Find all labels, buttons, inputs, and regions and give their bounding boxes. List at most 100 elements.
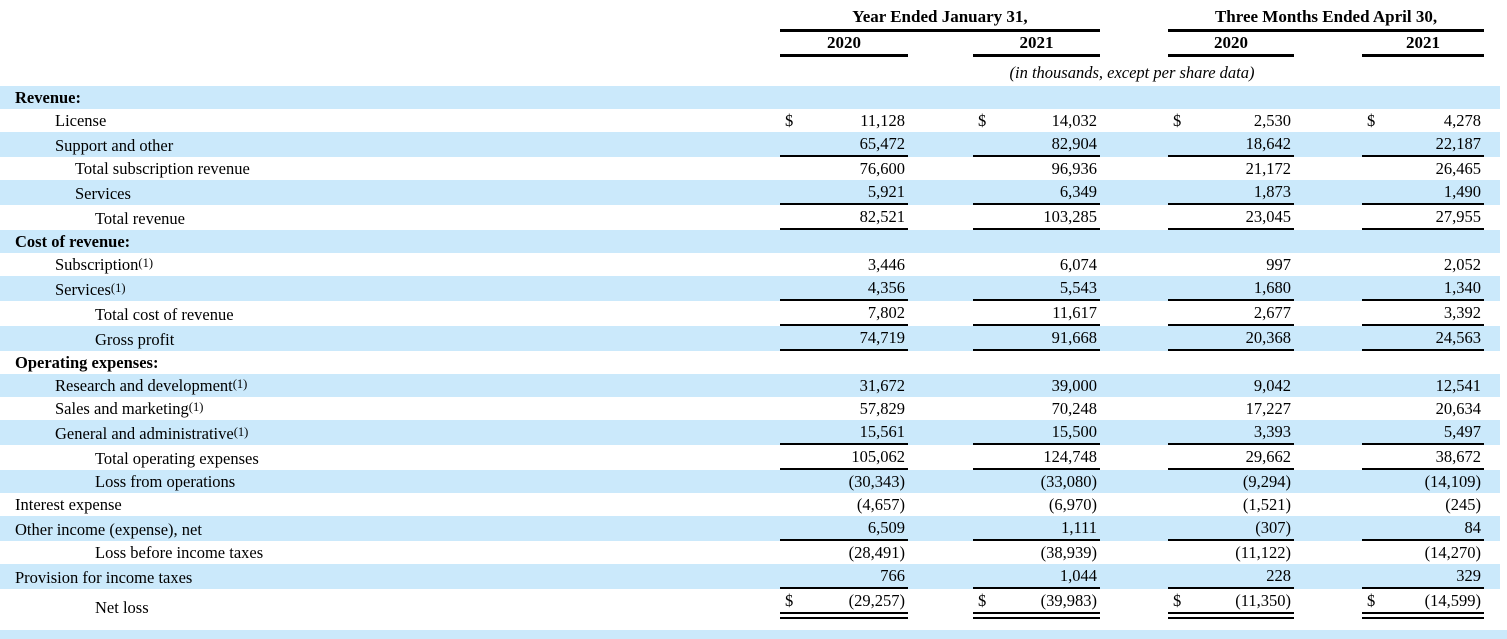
row-label: Sales and marketing(1)	[0, 397, 780, 420]
row-label-text: Interest expense	[15, 495, 122, 514]
column-gap	[908, 351, 973, 374]
value-cell: 96,936	[1051, 159, 1097, 178]
dollar-sign-cell	[973, 157, 1001, 180]
value-cell: (33,080)	[1001, 470, 1100, 493]
section-header-label: Operating expenses:	[0, 351, 780, 374]
dollar-sign-cell	[973, 374, 1001, 397]
value-cell: (38,939)	[1040, 543, 1097, 562]
table-body: Revenue: License $11,128 $14,032 $2,530 $4,27…	[0, 86, 1501, 619]
row-label-text: Subscription	[55, 255, 139, 274]
column-gap	[1294, 109, 1362, 132]
column-gap	[1294, 493, 1362, 516]
value-cell: 6,074	[1059, 255, 1097, 274]
dollar-sign-cell	[780, 470, 808, 493]
value-cell: (39,983)	[1001, 589, 1100, 619]
value-cell: 3,446	[867, 255, 905, 274]
dollar-sign-cell	[1362, 516, 1390, 541]
value-cell	[1390, 230, 1485, 253]
value-cell: 82,904	[1001, 132, 1100, 157]
column-gap	[908, 326, 973, 351]
value-cell: 11,128	[860, 111, 905, 130]
dollar-sign-cell	[780, 374, 808, 397]
table-row: Subscription(1) 3,446 6,074 997 2,052	[0, 253, 1500, 276]
table-row: Revenue:	[0, 86, 1501, 109]
value-cell: 1,680	[1196, 276, 1294, 301]
row-label-text: Operating expenses:	[15, 353, 159, 372]
dollar-sign-cell	[1168, 180, 1196, 205]
column-gap	[908, 32, 973, 57]
right-pad	[1484, 205, 1500, 230]
row-label-text: Services	[75, 184, 131, 203]
right-pad	[1484, 86, 1501, 109]
year-column-header: 2020	[780, 32, 908, 57]
right-pad	[1484, 276, 1501, 301]
column-gap	[1100, 230, 1168, 253]
row-label: Total revenue	[0, 205, 780, 230]
row-label: Services(1)	[0, 276, 780, 301]
column-gap	[1100, 109, 1168, 132]
value-cell: 39,000	[1001, 374, 1100, 397]
column-gap	[908, 157, 973, 180]
column-gap	[908, 301, 973, 326]
value-cell: (28,491)	[848, 543, 905, 562]
dollar-sign-cell	[1362, 541, 1390, 564]
dollar-sign-cell	[1362, 326, 1390, 351]
footnote-marker: (1)	[110, 281, 126, 295]
column-gap	[1100, 0, 1168, 32]
dollar-sign-cell	[1168, 253, 1196, 276]
dollar-sign-cell	[1168, 276, 1196, 301]
right-pad	[1484, 109, 1500, 132]
column-gap	[908, 253, 973, 276]
right-pad	[1484, 470, 1501, 493]
income-statement-table: Year Ended January 31, Three Months Ende…	[0, 0, 1501, 619]
column-gap	[1294, 157, 1362, 180]
column-gap	[1294, 86, 1362, 109]
right-pad	[1484, 230, 1501, 253]
right-pad	[1484, 32, 1500, 57]
table-row: Total subscription revenue 76,600 96,936 21…	[0, 157, 1500, 180]
column-gap	[1100, 157, 1168, 180]
right-pad	[1484, 0, 1500, 32]
dollar-sign-cell	[1168, 230, 1196, 253]
column-gap	[1294, 589, 1362, 619]
value-cell: 5,921	[808, 180, 908, 205]
row-label: Subscription(1)	[0, 253, 780, 276]
dollar-sign-cell	[780, 86, 808, 109]
column-gap	[1294, 374, 1362, 397]
dollar-sign-cell	[1168, 397, 1196, 420]
header-spacer	[0, 0, 780, 32]
dollar-sign-cell	[780, 180, 808, 205]
table-row: Support and other 65,472 82,904 18,642 22,18…	[0, 132, 1501, 157]
dollar-sign-cell	[1168, 86, 1196, 109]
value-cell	[1390, 351, 1484, 374]
dollar-sign-cell	[1168, 205, 1196, 230]
dollar-sign-cell	[1168, 132, 1196, 157]
value-cell: 329	[1390, 564, 1485, 589]
value-cell: 103,285	[1001, 205, 1100, 230]
value-cell	[808, 86, 908, 109]
dollar-sign-cell: $	[1362, 589, 1390, 619]
table-row: Total cost of revenue 7,802 11,617 2,677 3,3…	[0, 301, 1500, 326]
table-row: Total revenue 82,521 103,285 23,045 27,955	[0, 205, 1500, 230]
dollar-sign-cell	[973, 276, 1001, 301]
value-cell: 3,392	[1390, 301, 1485, 326]
column-gap	[1294, 32, 1362, 57]
row-label-text: Loss from operations	[95, 472, 236, 491]
row-label-text: Net loss	[95, 598, 149, 617]
value-cell: 1,873	[1196, 180, 1294, 205]
dollar-sign-cell	[780, 276, 808, 301]
right-pad	[1484, 157, 1500, 180]
dollar-sign-cell	[1362, 205, 1390, 230]
value-cell: 2,052	[1443, 255, 1482, 274]
table-row: Net loss $ (29,257) $ (39,983) $ (11,350) $ (14,…	[0, 589, 1500, 619]
dollar-sign-cell	[1168, 351, 1196, 374]
row-label-text: Sales and marketing	[55, 399, 189, 418]
column-gap	[1294, 516, 1362, 541]
row-label-text: Total operating expenses	[95, 449, 259, 468]
right-pad	[1484, 180, 1501, 205]
value-cell: 997	[1266, 255, 1291, 274]
right-pad	[1484, 253, 1500, 276]
dollar-sign-cell	[973, 326, 1001, 351]
value-cell	[1196, 351, 1294, 374]
year-header-row: 2020 2021 2020 2021	[0, 32, 1500, 57]
